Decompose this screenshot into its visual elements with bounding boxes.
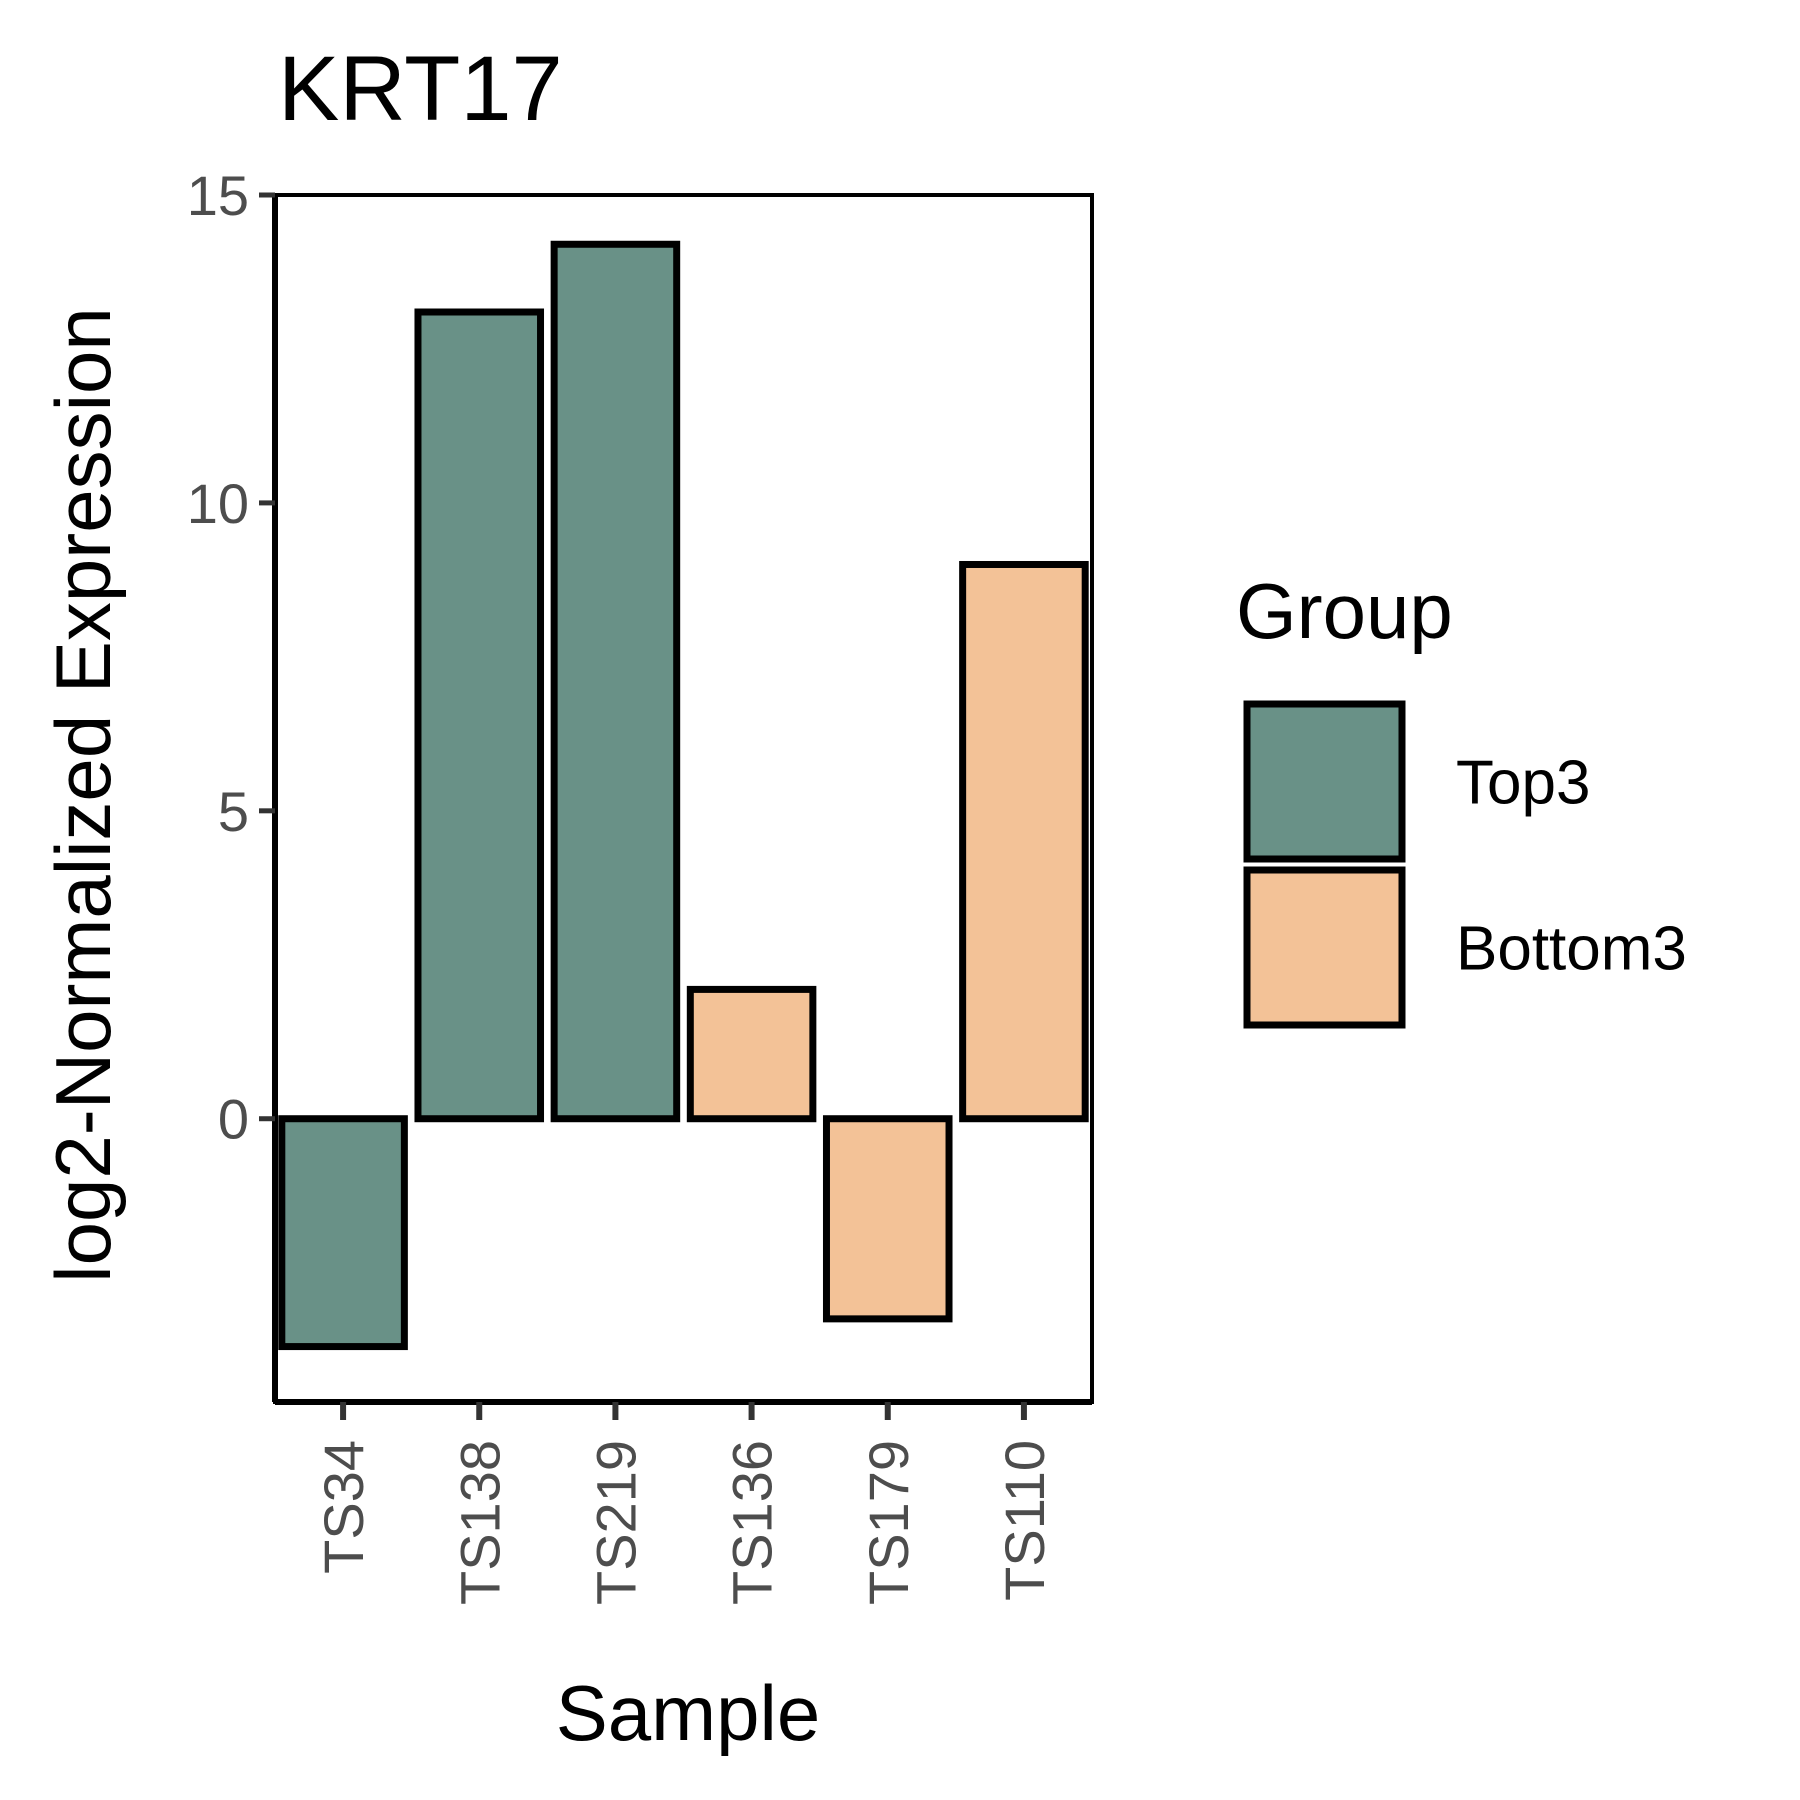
y-tick-label: 15: [187, 164, 249, 227]
bar-TS136: [686, 985, 817, 1123]
legend-label-bottom3: Bottom3: [1456, 915, 1687, 984]
x-tick-label: TS219: [584, 1440, 647, 1605]
legend-label-top3: Top3: [1456, 749, 1590, 818]
legend: Group Top3 Bottom3: [1236, 567, 1687, 1029]
x-tick-label: TS110: [993, 1440, 1056, 1601]
x-axis-ticks: TS34 TS138 TS219 TS136 TS179 TS110: [312, 1402, 1056, 1605]
y-axis-title: log2-Normalized Expression: [39, 307, 127, 1282]
bar-TS34: [278, 1115, 408, 1351]
bar-TS179: [822, 1115, 953, 1323]
legend-key-bottom3: [1243, 866, 1406, 1029]
y-axis-ticks: 0 5 10 15: [187, 164, 275, 1151]
bar-TS219: [550, 240, 681, 1123]
x-axis-title: Sample: [556, 1669, 820, 1757]
legend-key-top3: [1243, 700, 1406, 863]
x-tick-label: TS34: [312, 1440, 375, 1574]
y-tick-label: 0: [218, 1088, 249, 1151]
legend-items: Top3 Bottom3: [1243, 700, 1687, 1029]
plot-panel: 0 5 10 15 TS34 TS138 TS219 TS136 TS179 TS110: [187, 164, 1094, 1605]
y-tick-label: 5: [218, 780, 249, 843]
x-tick-label: TS136: [721, 1440, 784, 1605]
bars: [278, 240, 1089, 1351]
bar-TS110: [959, 560, 1089, 1123]
x-tick-label: TS138: [448, 1440, 511, 1605]
chart-title: KRT17: [278, 38, 563, 140]
x-tick-label: TS179: [857, 1440, 920, 1605]
legend-title: Group: [1236, 567, 1453, 655]
y-tick-label: 10: [187, 472, 249, 535]
bar-TS138: [414, 308, 545, 1123]
